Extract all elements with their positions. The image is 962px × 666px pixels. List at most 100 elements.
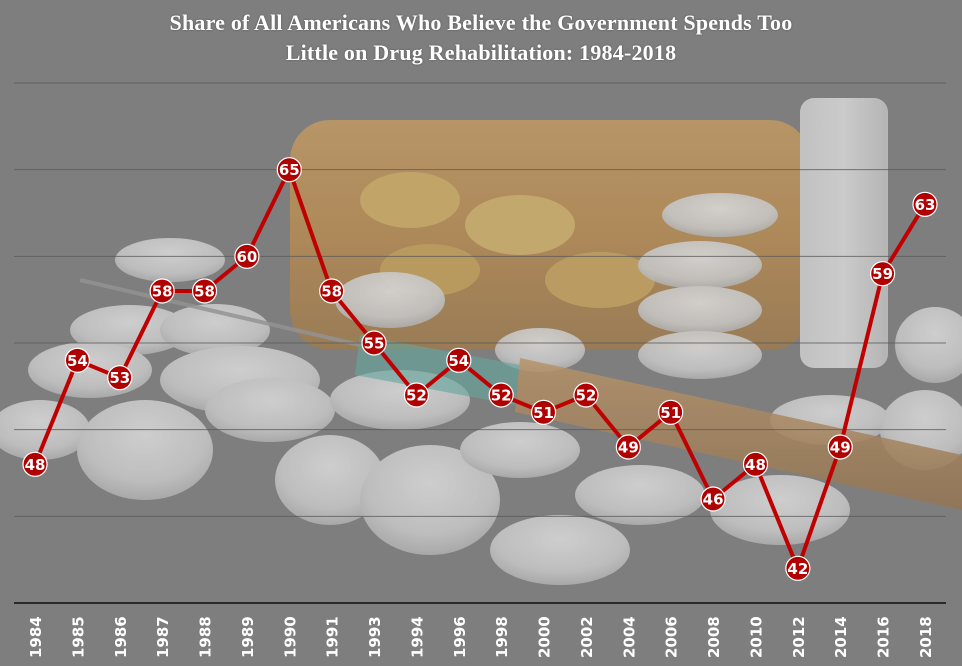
data-marker bbox=[64, 347, 90, 373]
data-marker bbox=[234, 243, 260, 269]
series-line bbox=[33, 167, 927, 571]
data-point: 46 bbox=[700, 486, 726, 512]
data-point: 54 bbox=[64, 347, 90, 373]
data-series bbox=[33, 167, 927, 571]
data-label: 48 bbox=[745, 456, 766, 474]
data-point: 65 bbox=[276, 157, 302, 183]
data-point: 60 bbox=[234, 243, 260, 269]
x-tick-label: 1994 bbox=[408, 616, 426, 658]
data-marker bbox=[276, 157, 302, 183]
data-point: 48 bbox=[22, 451, 48, 477]
data-marker bbox=[912, 191, 938, 217]
syringe-image bbox=[79, 278, 962, 510]
x-tick-label: 2018 bbox=[917, 616, 935, 658]
data-marker bbox=[573, 382, 599, 408]
data-point: 52 bbox=[573, 382, 599, 408]
data-point: 55 bbox=[361, 330, 387, 356]
x-tick-label: 1985 bbox=[69, 616, 87, 658]
data-label: 53 bbox=[109, 369, 130, 387]
x-tick-label: 1991 bbox=[324, 616, 342, 658]
data-points: 48 54 53 58 58 60 65 58 55 52 54 52 51 52 49 51 46 48 42 49… bbox=[22, 157, 938, 581]
data-label: 51 bbox=[533, 404, 554, 422]
data-label: 51 bbox=[660, 404, 681, 422]
data-point: 53 bbox=[107, 365, 133, 391]
data-point: 49 bbox=[827, 434, 853, 460]
data-label: 42 bbox=[787, 560, 808, 578]
data-point: 51 bbox=[530, 399, 557, 425]
data-marker bbox=[870, 261, 896, 287]
x-tick-label: 2012 bbox=[790, 616, 808, 658]
x-tick-label: 1990 bbox=[281, 616, 299, 658]
data-point: 54 bbox=[446, 347, 472, 373]
x-tick-label: 2014 bbox=[832, 616, 850, 658]
x-tick-label: 1988 bbox=[197, 616, 215, 658]
x-tick-label: 2002 bbox=[578, 616, 596, 658]
x-tick-label: 2016 bbox=[875, 616, 893, 658]
data-label: 59 bbox=[872, 265, 893, 283]
data-marker bbox=[827, 434, 853, 460]
data-label: 63 bbox=[915, 196, 936, 214]
data-marker bbox=[658, 399, 684, 425]
data-marker bbox=[149, 278, 175, 304]
data-label: 54 bbox=[448, 352, 469, 370]
data-marker bbox=[700, 486, 726, 512]
x-tick-label: 1996 bbox=[451, 616, 469, 658]
data-point: 59 bbox=[870, 261, 896, 287]
data-point: 42 bbox=[785, 555, 811, 581]
x-tick-label: 2010 bbox=[747, 616, 765, 658]
data-point: 48 bbox=[742, 451, 769, 477]
data-label: 58 bbox=[321, 283, 342, 301]
pills-image bbox=[0, 193, 962, 585]
x-tick-label: 2000 bbox=[536, 616, 554, 658]
data-marker bbox=[403, 382, 430, 408]
data-label: 55 bbox=[364, 335, 385, 353]
data-marker bbox=[446, 347, 472, 373]
x-tick-label: 2008 bbox=[705, 616, 723, 658]
data-point: 51 bbox=[658, 399, 684, 425]
data-point: 52 bbox=[403, 382, 430, 408]
data-label: 49 bbox=[830, 439, 851, 457]
data-marker bbox=[319, 278, 345, 304]
x-tick-label: 2004 bbox=[620, 616, 638, 658]
data-marker bbox=[530, 399, 557, 425]
x-tick-label: 1984 bbox=[27, 616, 45, 658]
data-point: 58 bbox=[149, 278, 175, 304]
x-tick-label: 2006 bbox=[663, 616, 681, 658]
data-marker bbox=[615, 434, 641, 460]
data-point: 58 bbox=[191, 278, 218, 304]
data-label: 52 bbox=[576, 387, 597, 405]
data-marker bbox=[742, 451, 769, 477]
gridlines bbox=[14, 82, 946, 517]
x-tick-label: 1998 bbox=[493, 616, 511, 658]
data-label: 58 bbox=[152, 283, 173, 301]
chart-title-line-2: Little on Drug Rehabilitation: 1984-2018 bbox=[285, 40, 677, 65]
data-label: 58 bbox=[194, 283, 215, 301]
x-tick-label: 1986 bbox=[112, 616, 130, 658]
chart-title-line-1: Share of All Americans Who Believe the G… bbox=[169, 10, 793, 35]
data-label: 52 bbox=[406, 387, 427, 405]
data-point: 49 bbox=[615, 434, 641, 460]
data-label: 49 bbox=[618, 439, 639, 457]
data-label: 60 bbox=[236, 248, 257, 266]
data-marker bbox=[488, 382, 514, 408]
data-marker bbox=[785, 555, 811, 581]
data-marker bbox=[22, 451, 48, 477]
data-marker bbox=[191, 278, 218, 304]
data-point: 63 bbox=[912, 191, 938, 217]
data-label: 54 bbox=[67, 352, 88, 370]
x-axis: 1984 1985 1986 1987 1988 1989 1990 1991 1993 1994… bbox=[14, 602, 946, 658]
data-point: 58 bbox=[319, 278, 345, 304]
x-tick-label: 1989 bbox=[239, 616, 257, 658]
data-marker bbox=[107, 365, 133, 391]
data-label: 52 bbox=[491, 387, 512, 405]
x-tick-label: 1993 bbox=[366, 616, 384, 658]
data-label: 65 bbox=[279, 161, 300, 179]
data-label: 46 bbox=[703, 491, 724, 509]
data-point: 52 bbox=[488, 382, 514, 408]
data-label: 48 bbox=[25, 456, 46, 474]
x-tick-label: 1987 bbox=[154, 616, 172, 658]
data-marker bbox=[361, 330, 387, 356]
